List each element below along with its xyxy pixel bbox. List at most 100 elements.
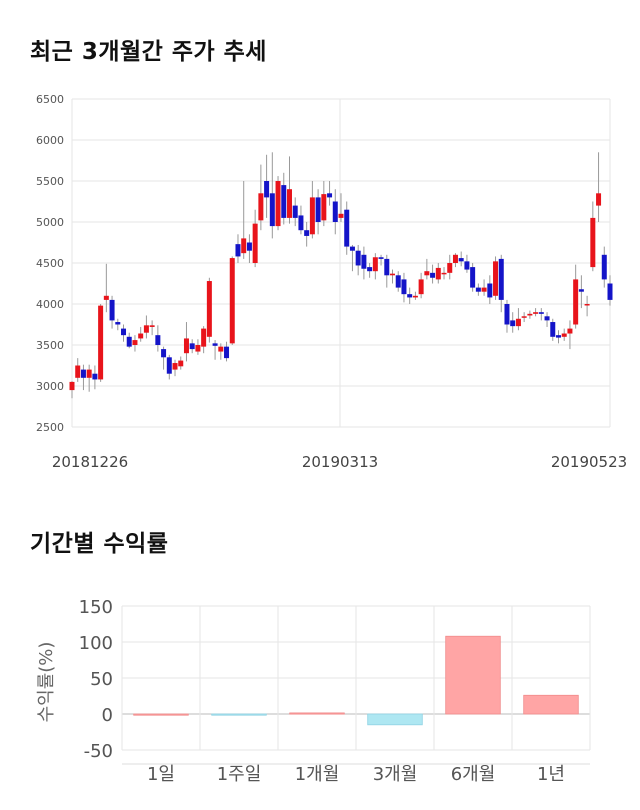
candle-down	[155, 335, 161, 345]
candle-down	[458, 258, 464, 262]
candle-up	[435, 267, 441, 280]
returns-bar	[367, 713, 423, 726]
candle-down	[166, 357, 172, 374]
returns-y-tick-label: 150	[79, 597, 113, 618]
returns-bar	[445, 635, 501, 715]
candle-down	[430, 272, 436, 278]
candle-down	[361, 254, 367, 269]
price-y-tick-label: 4500	[36, 257, 64, 270]
candle-up	[338, 213, 344, 218]
candle-down	[487, 283, 493, 298]
returns-y-tick-label: 0	[102, 705, 113, 726]
price-y-ticks: 2500 3000 3500 4000 4500 5000 5500 6000 6500	[36, 93, 64, 434]
returns-y-ticks: -50 0 50 100 150	[79, 597, 113, 762]
candle-up	[258, 193, 264, 221]
candle-down	[395, 275, 401, 288]
candle-down	[607, 283, 613, 300]
candle-down	[292, 205, 298, 218]
candle-up	[527, 313, 533, 316]
candle-up	[86, 369, 92, 378]
candle-up	[590, 217, 596, 268]
candle-down	[109, 299, 115, 321]
candle-up	[533, 312, 539, 314]
candle-up	[149, 325, 155, 327]
candle-down	[264, 181, 270, 198]
candle-down	[115, 322, 121, 325]
candle-up	[567, 328, 573, 334]
candle-up	[584, 304, 590, 306]
candle-down	[538, 312, 544, 314]
candle-down	[269, 193, 275, 227]
candle-up	[201, 328, 207, 347]
candle-up	[521, 316, 527, 318]
candle-down	[550, 322, 556, 337]
candle-down	[121, 328, 127, 336]
candle-up	[441, 272, 447, 275]
candle-up	[206, 281, 212, 337]
candle-up	[98, 305, 104, 380]
candle-down	[578, 289, 584, 292]
candle-up	[229, 258, 235, 344]
returns-x-tick-label: 1일	[147, 764, 175, 785]
candle-down	[344, 209, 350, 247]
price-candles	[69, 152, 613, 399]
candle-down	[504, 304, 510, 325]
candle-down	[601, 254, 607, 280]
candle-up	[309, 197, 315, 235]
price-grid	[71, 98, 611, 428]
candle-down	[510, 320, 516, 327]
price-chart-title: 최근 3개월간 주가 추세	[30, 39, 267, 65]
candle-up	[493, 261, 499, 296]
candle-down	[401, 279, 407, 295]
candle-up	[481, 287, 487, 292]
candle-up	[195, 345, 201, 352]
candle-up	[143, 325, 149, 333]
candle-down	[470, 267, 476, 288]
candle-up	[218, 346, 224, 352]
candle-up	[515, 318, 521, 327]
candle-down	[304, 230, 310, 236]
candle-up	[286, 189, 292, 218]
candle-up	[69, 381, 75, 391]
candle-up	[573, 279, 579, 325]
candle-up	[390, 273, 396, 276]
returns-bar	[211, 713, 267, 716]
candle-down	[355, 250, 361, 266]
returns-x-tick-label: 1개월	[295, 764, 340, 785]
candle-down	[464, 261, 470, 270]
returns-y-axis-label: 수익률(%)	[36, 642, 57, 723]
returns-y-tick-label: -50	[84, 741, 113, 762]
returns-x-tick-label: 6개월	[451, 764, 496, 785]
candle-down	[498, 258, 504, 300]
returns-chart-title: 기간별 수익률	[30, 531, 169, 557]
candle-down	[367, 267, 373, 272]
returns-x-ticks: 1일 1주일 1개월 3개월 6개월 1년	[147, 764, 565, 785]
candle-down	[246, 242, 252, 251]
candle-down	[555, 335, 561, 338]
price-x-ticks: 20181226 20190313 20190523	[52, 453, 627, 471]
price-y-tick-label: 6000	[36, 134, 64, 147]
candle-down	[212, 343, 218, 346]
returns-x-tick-label: 3개월	[373, 764, 418, 785]
candle-up	[103, 295, 109, 300]
candle-down	[161, 349, 167, 358]
candle-up	[372, 257, 378, 272]
candle-up	[172, 363, 178, 370]
candle-up	[561, 333, 567, 337]
returns-x-tick-label: 1년	[537, 764, 565, 785]
candle-down	[80, 369, 86, 378]
candle-down	[126, 336, 132, 347]
price-y-tick-label: 5500	[36, 175, 64, 188]
candle-up	[138, 333, 144, 339]
candle-up	[321, 194, 327, 221]
candle-down	[327, 193, 333, 198]
returns-bar	[133, 713, 189, 716]
returns-grid	[121, 605, 591, 765]
candle-up	[424, 271, 430, 276]
candle-up	[75, 365, 81, 378]
candle-up	[418, 279, 424, 295]
price-y-tick-label: 2500	[36, 421, 64, 434]
candle-down	[407, 294, 413, 298]
candle-down	[281, 185, 287, 218]
returns-y-tick-label: 100	[79, 633, 113, 654]
